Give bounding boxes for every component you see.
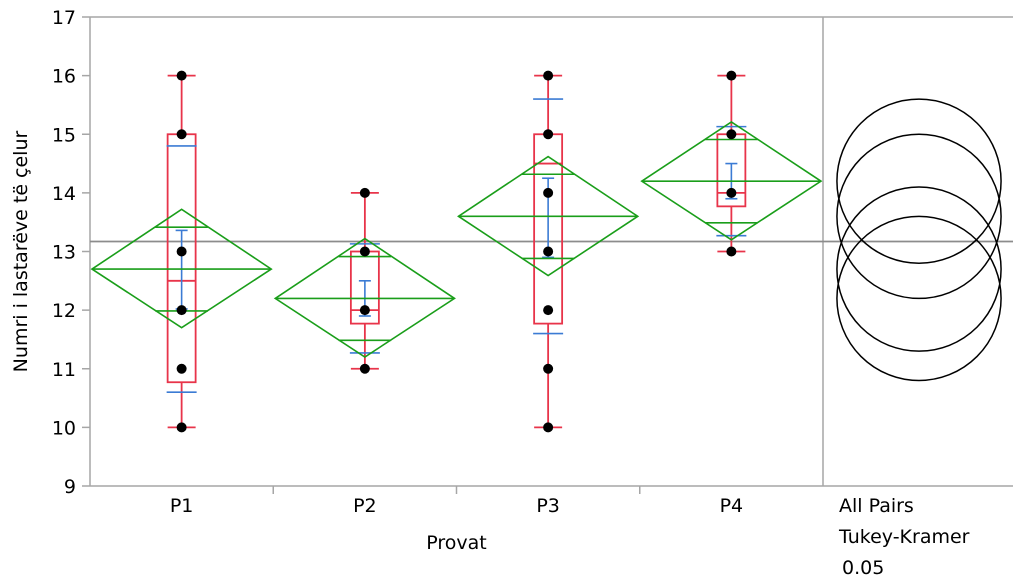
groups: [90, 70, 823, 433]
x-category-label: P2: [353, 495, 377, 517]
data-point: [543, 129, 554, 140]
y-tick-label: 13: [52, 242, 76, 264]
data-point: [543, 246, 554, 257]
x-axis-title: Provat: [426, 532, 486, 554]
data-point: [726, 70, 737, 81]
comparison-label-line-2: Tukey-Kramer: [838, 526, 970, 548]
data-point: [543, 305, 554, 316]
y-tick-label: 17: [52, 7, 76, 29]
data-point: [726, 246, 737, 257]
y-tick-label: 16: [52, 66, 76, 88]
y-tick-label: 10: [52, 417, 76, 439]
data-point: [176, 246, 187, 257]
group-p4: [640, 70, 823, 257]
data-point: [176, 129, 187, 140]
x-category-label: P3: [536, 495, 560, 517]
x-axis: P1 P2 P3 P4: [170, 486, 743, 517]
y-axis: 9 10 11 12 13 14 15 16 17: [52, 7, 90, 498]
data-point: [543, 70, 554, 81]
comparison-label-line-3: 0.05: [842, 557, 884, 578]
x-category-label: P4: [720, 495, 744, 517]
data-point: [543, 187, 554, 198]
data-point: [359, 187, 370, 198]
data-point: [543, 422, 554, 433]
y-axis-title: Numri i lastarëve të çelur: [10, 131, 32, 373]
data-point: [176, 70, 187, 81]
comparison-circles: [836, 98, 1002, 382]
group-p1: [90, 70, 273, 433]
comparison-label-line-1: All Pairs: [839, 495, 914, 517]
group-p2: [273, 187, 456, 374]
data-point: [543, 363, 554, 374]
data-point: [726, 129, 737, 140]
data-point: [359, 363, 370, 374]
comparison-circle-p3: [836, 133, 1002, 300]
y-tick-label: 12: [52, 300, 76, 322]
y-tick-label: 11: [52, 359, 76, 381]
data-point: [359, 246, 370, 257]
group-p3: [457, 70, 640, 433]
y-tick-label: 9: [64, 476, 76, 498]
data-point: [726, 187, 737, 198]
data-point: [176, 305, 187, 316]
comparison-circle-p2: [836, 215, 1002, 382]
data-point: [176, 422, 187, 433]
data-point: [176, 363, 187, 374]
x-category-label: P1: [170, 495, 194, 517]
comparison-circle-p4: [836, 98, 1002, 264]
y-tick-label: 14: [52, 183, 76, 205]
comparison-circle-p1: [836, 186, 1002, 352]
y-tick-label: 15: [52, 124, 76, 146]
data-point: [359, 305, 370, 316]
